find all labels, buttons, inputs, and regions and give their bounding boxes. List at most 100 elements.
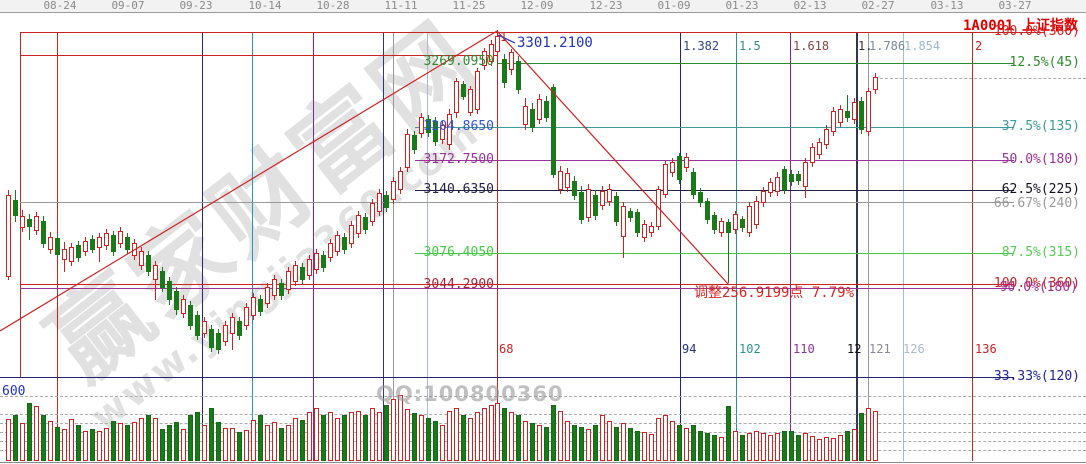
candle: [509, 52, 514, 70]
level-hline: [20, 32, 1045, 33]
dashed-hline: [0, 396, 1086, 397]
candle: [27, 219, 32, 227]
volume-bar: [314, 408, 319, 461]
candle: [663, 164, 668, 195]
candle: [502, 59, 507, 83]
chart-label: 100.0%(360): [993, 276, 1080, 291]
level-hline: [415, 127, 1014, 128]
candle: [642, 224, 647, 238]
cycle-vline: [856, 32, 858, 461]
volume-bar: [768, 435, 773, 461]
volume-bar: [670, 421, 675, 461]
volume-bar: [440, 425, 445, 461]
candle: [838, 109, 843, 123]
volume-bar: [433, 421, 438, 461]
candle: [230, 317, 235, 334]
date-label: 02-13: [793, 0, 827, 12]
volume-bar: [558, 411, 563, 461]
volume-bar: [782, 431, 787, 461]
candle: [593, 195, 598, 216]
volume-bar: [873, 411, 878, 461]
cycle-vline: [790, 32, 791, 461]
date-label: 12-09: [520, 0, 554, 12]
candle: [167, 281, 172, 300]
volume-bar: [223, 428, 228, 461]
candle: [831, 111, 836, 132]
volume-bar: [454, 408, 459, 461]
candle: [684, 157, 689, 168]
volume-bar: [118, 423, 123, 461]
candle: [118, 231, 123, 244]
candle: [279, 283, 284, 296]
date-label: 01-09: [657, 0, 691, 12]
volume-bar: [831, 438, 836, 461]
dashed-hline: [875, 78, 1086, 79]
candle: [328, 243, 333, 258]
volume-bar: [6, 419, 11, 461]
cycle-vline: [20, 32, 21, 377]
candle: [258, 299, 263, 312]
level-hline: [20, 288, 1014, 289]
date-label: 01-23: [725, 0, 759, 12]
chart-label: 68: [499, 342, 514, 356]
chart-label: 37.5%(135): [1001, 119, 1080, 134]
candle: [244, 307, 249, 326]
candle: [866, 91, 871, 132]
cycle-vline: [868, 32, 869, 461]
volume-bar: [419, 415, 424, 461]
candle: [76, 245, 81, 258]
candle: [160, 271, 165, 288]
volume-bar: [62, 429, 67, 461]
volume-bar: [188, 415, 193, 461]
chart-label: 136: [975, 342, 997, 356]
candle: [614, 196, 619, 222]
date-label: 08-24: [43, 0, 77, 12]
candle: [579, 192, 584, 220]
volume-bar: [663, 415, 668, 461]
volume-bar: [27, 403, 32, 461]
volume-bar: [845, 431, 850, 461]
volume-bar: [565, 421, 570, 461]
candle: [132, 243, 137, 256]
candle: [523, 106, 528, 125]
cycle-vline: [972, 32, 973, 461]
candle: [852, 102, 857, 120]
volume-bar: [642, 432, 647, 461]
volume-bar: [489, 405, 494, 461]
volume-bar: [181, 429, 186, 461]
candle: [20, 216, 25, 228]
volume-bar: [209, 408, 214, 461]
trend-line: [496, 30, 730, 286]
dashed-hline: [0, 441, 1086, 442]
candle: [754, 201, 759, 225]
candle: [530, 109, 535, 128]
candle: [202, 321, 207, 334]
candle-wick: [847, 95, 848, 122]
candle: [789, 174, 794, 182]
candle: [90, 239, 95, 250]
dashed-hline: [0, 450, 1086, 451]
chart-label: 33.33%(120): [993, 369, 1080, 384]
volume-bar: [90, 429, 95, 461]
volume-bar: [279, 428, 284, 461]
candle: [586, 189, 591, 218]
candle: [691, 172, 696, 195]
volume-bar: [216, 422, 221, 461]
qq-watermark: QQ:100800360: [376, 382, 564, 406]
date-label: 09-07: [111, 0, 145, 12]
volume-bar: [48, 421, 53, 461]
volume-bar: [412, 413, 417, 461]
level-hline: [415, 253, 1014, 254]
candle: [803, 162, 808, 187]
volume-bar: [293, 418, 298, 461]
candle: [565, 173, 570, 188]
chart-label: 12: [847, 342, 862, 356]
candle: [104, 233, 109, 246]
chart-label: 1.618: [793, 39, 830, 53]
volume-bar: [300, 420, 305, 461]
candle: [635, 212, 640, 233]
date-label: 03-13: [930, 0, 964, 12]
volume-bar: [544, 427, 549, 461]
cycle-vline: [736, 32, 737, 461]
